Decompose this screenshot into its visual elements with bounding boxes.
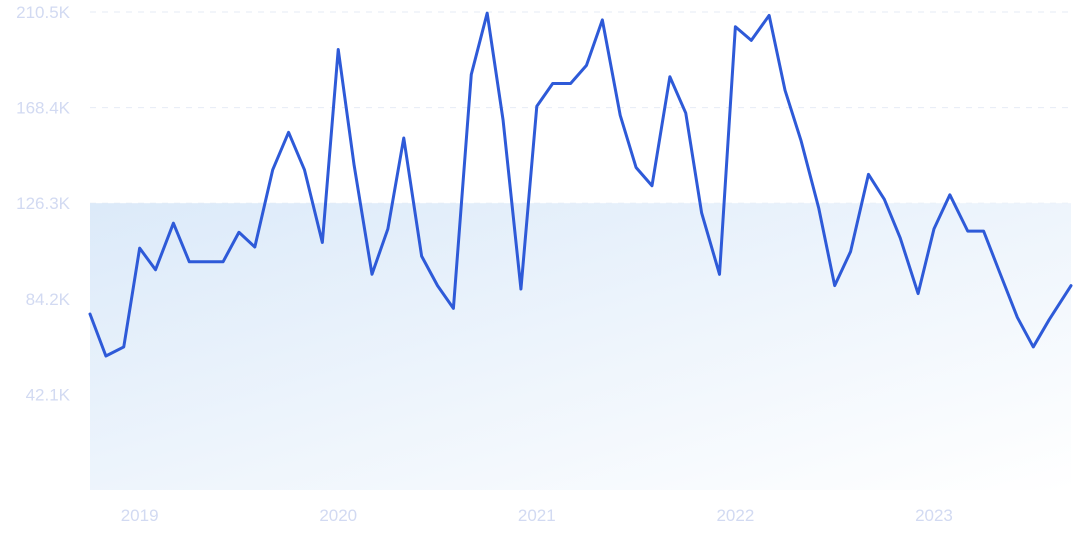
x-tick-label: 2023 bbox=[915, 506, 953, 525]
y-tick-label: 126.3K bbox=[16, 194, 71, 213]
x-axis-labels: 2019 2020 2021 2022 2023 bbox=[121, 506, 953, 525]
series-line bbox=[88, 11, 1073, 358]
x-tick-label: 2021 bbox=[518, 506, 556, 525]
series-line-layer bbox=[88, 11, 1073, 358]
x-tick-label: 2019 bbox=[121, 506, 159, 525]
area-layer bbox=[90, 203, 1071, 490]
y-tick-label: 42.1K bbox=[26, 385, 71, 404]
x-tick-label: 2022 bbox=[716, 506, 754, 525]
y-axis-labels: 42.1K 84.2K 126.3K 168.4K 210.5K bbox=[16, 3, 71, 404]
background-area bbox=[90, 203, 1071, 490]
y-tick-label: 168.4K bbox=[16, 99, 71, 118]
x-tick-label: 2020 bbox=[319, 506, 357, 525]
y-tick-label: 210.5K bbox=[16, 3, 71, 22]
y-tick-label: 84.2K bbox=[26, 290, 71, 309]
